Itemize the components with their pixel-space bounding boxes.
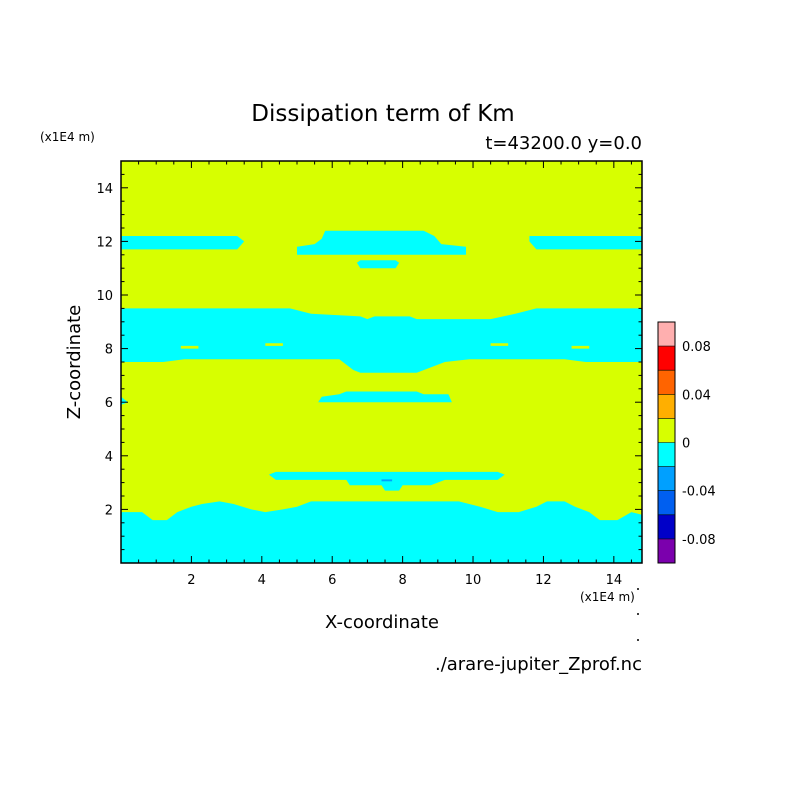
y-tick-label: 6	[105, 396, 113, 411]
colorbar-label: 0	[682, 437, 690, 452]
colorbar-box	[658, 466, 675, 491]
x-tick-label: 4	[258, 573, 266, 588]
colorbar-box	[658, 418, 675, 443]
colorbar-box	[658, 490, 675, 515]
colorbar-box	[658, 322, 675, 347]
contour-region-11	[490, 343, 509, 346]
x-tick-label: 2	[187, 573, 195, 588]
colorbar-box	[658, 370, 675, 395]
x-tick-label: 12	[535, 573, 552, 588]
marker-dot	[637, 588, 639, 590]
y-tick-label: 2	[105, 503, 113, 518]
contour-region-13	[381, 479, 393, 482]
y-tick-label: 8	[105, 343, 113, 358]
y-tick-label: 12	[96, 235, 113, 250]
chart-subtitle: t=43200.0 y=0.0	[485, 133, 642, 154]
y-tick-label: 14	[96, 182, 113, 197]
x-ticks: 2 4 6 8 10 12 14	[138, 161, 632, 588]
x-tick-label: 8	[398, 573, 406, 588]
colorbar-box	[658, 394, 675, 419]
y-axis-label: Z-coordinate	[64, 305, 85, 420]
colorbar-box	[658, 538, 675, 563]
source-file-label: ./arare-jupiter_Zprof.nc	[435, 654, 642, 675]
contour-region-8	[121, 396, 128, 405]
plot-area: 2 4 6 8 10 12 14 2 4 6 8 10 12 14	[96, 160, 643, 588]
contour-region-9	[180, 345, 199, 349]
contour-region-2	[121, 236, 245, 250]
x-tick-label: 6	[328, 573, 336, 588]
contour-region-12	[571, 345, 590, 349]
contour-region-4	[297, 230, 466, 255]
x-axis-unit: (x1E4 m)	[580, 590, 635, 604]
y-tick-label: 10	[96, 289, 113, 304]
colorbar-label: -0.04	[682, 485, 716, 500]
colorbar-label: 0.04	[682, 388, 711, 403]
y-axis-unit: (x1E4 m)	[40, 130, 95, 144]
colorbar-label: 0.08	[682, 340, 711, 355]
y-ticks: 2 4 6 8 10 12 14	[96, 173, 642, 551]
contour-region-6	[318, 391, 452, 403]
contour-region-3	[529, 236, 642, 250]
colorbar-ticks: 0.08 0.04 0 -0.04 -0.08	[658, 340, 716, 548]
contour-region-5	[356, 260, 400, 269]
contour-region-1	[121, 308, 642, 373]
contour-regions	[121, 230, 642, 563]
x-tick-label: 14	[606, 573, 623, 588]
x-axis-label: X-coordinate	[325, 612, 439, 633]
marker-dot	[637, 639, 639, 641]
contour-region-0	[121, 501, 642, 563]
chart-title: Dissipation term of Km	[251, 101, 514, 127]
colorbar: 0.08 0.04 0 -0.04 -0.08	[657, 321, 716, 564]
colorbar-box	[658, 442, 675, 467]
y-tick-label: 4	[105, 450, 113, 465]
colorbar-boxes	[658, 322, 675, 563]
colorbar-label: -0.08	[682, 533, 716, 548]
colorbar-box	[658, 346, 675, 371]
colorbar-box	[658, 514, 675, 539]
contour-region-10	[265, 343, 283, 346]
marker-dot	[637, 613, 639, 615]
x-tick-label: 10	[465, 573, 482, 588]
